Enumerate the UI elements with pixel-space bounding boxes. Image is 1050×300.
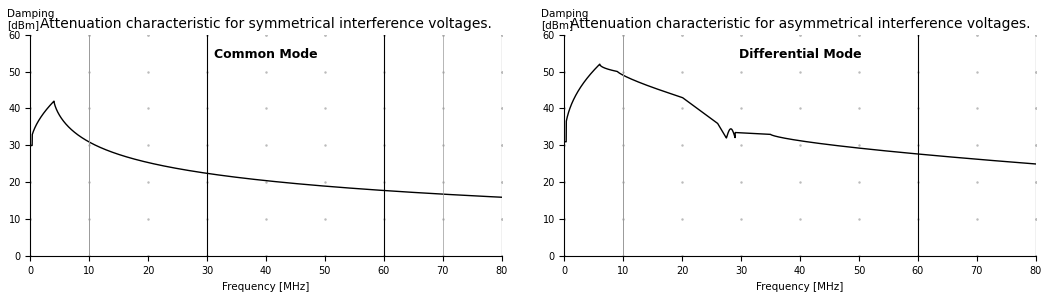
Text: Differential Mode: Differential Mode: [739, 48, 861, 61]
X-axis label: Frequency [MHz]: Frequency [MHz]: [223, 282, 310, 292]
Text: Damping
[dBm]: Damping [dBm]: [541, 8, 588, 30]
Title: Attenuation characteristic for asymmetrical interference voltages.: Attenuation characteristic for asymmetri…: [570, 16, 1030, 31]
X-axis label: Frequency [MHz]: Frequency [MHz]: [756, 282, 844, 292]
Text: Common Mode: Common Mode: [214, 48, 318, 61]
Title: Attenuation characteristic for symmetrical interference voltages.: Attenuation characteristic for symmetric…: [40, 16, 491, 31]
Text: Damping
[dBm]: Damping [dBm]: [7, 8, 55, 30]
